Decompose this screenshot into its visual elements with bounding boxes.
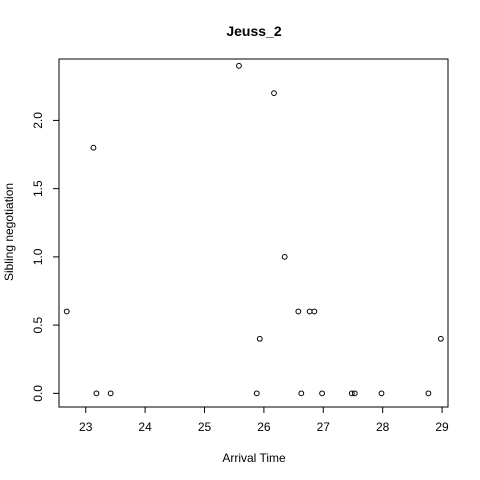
data-point — [351, 390, 358, 397]
data-point — [311, 308, 318, 315]
x-tick-label: 29 — [435, 420, 449, 434]
x-tick-label: 23 — [79, 420, 93, 434]
chart-title: Jeuss_2 — [226, 23, 281, 39]
data-point — [271, 90, 277, 97]
x-tick-label: 24 — [138, 420, 152, 434]
data-points — [63, 62, 444, 397]
data-point — [306, 308, 313, 315]
y-tick-label: 0.5 — [31, 316, 45, 333]
y-tick-label: 1.5 — [31, 180, 45, 197]
data-point — [298, 390, 305, 397]
data-point — [378, 390, 385, 397]
data-point — [93, 390, 100, 397]
y-tick-label: 0.0 — [31, 385, 45, 402]
data-point — [295, 308, 302, 315]
data-point — [425, 390, 432, 397]
data-point — [90, 144, 97, 151]
x-axis: 23 24 25 26 27 28 29 — [79, 406, 449, 434]
data-point — [281, 253, 288, 260]
x-tick-label: 28 — [376, 420, 390, 434]
data-point — [236, 62, 242, 69]
data-point — [256, 335, 263, 342]
plot-frame — [58, 58, 449, 408]
data-point — [348, 390, 355, 397]
x-tick-label: 27 — [317, 420, 331, 434]
data-point — [253, 390, 260, 397]
data-point — [437, 335, 444, 342]
data-point — [63, 308, 70, 315]
data-point — [107, 390, 114, 397]
y-tick-label: 1.0 — [31, 248, 45, 265]
y-axis: 0.0 0.5 1.0 1.5 2.0 — [31, 112, 60, 402]
y-axis-label: Sibling negotiation — [2, 183, 16, 281]
x-tick-label: 25 — [198, 420, 212, 434]
x-axis-label: Arrival Time — [222, 451, 286, 465]
y-tick-label: 2.0 — [31, 112, 45, 129]
data-point — [319, 390, 325, 397]
x-tick-label: 26 — [257, 420, 271, 434]
